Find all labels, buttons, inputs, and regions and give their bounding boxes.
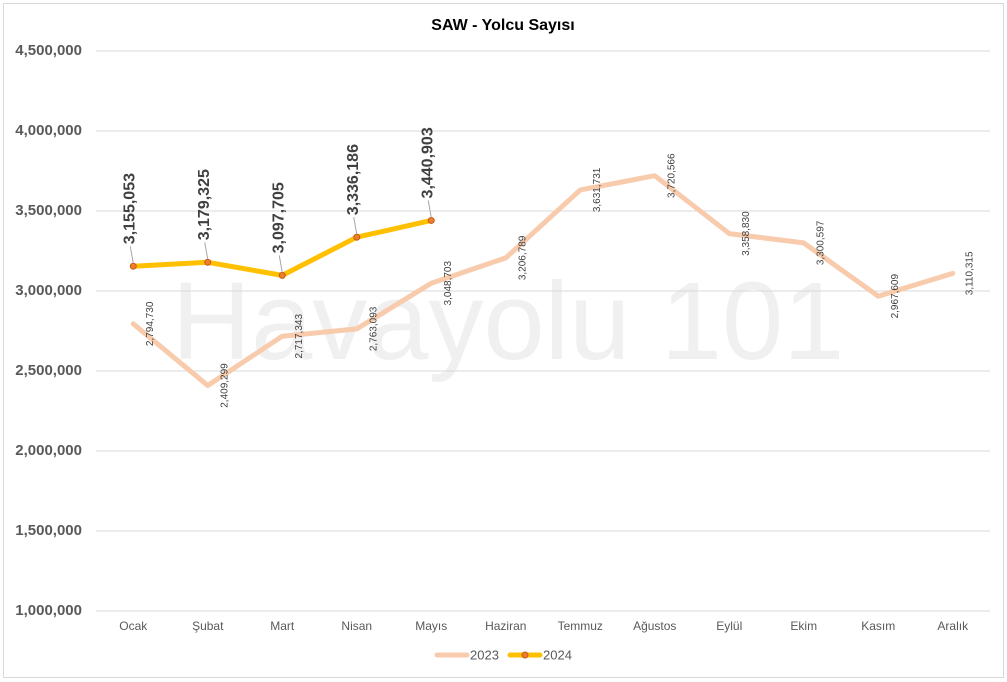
y-tick-label: 3,500,000	[15, 202, 82, 219]
watermark: Havayolu 101	[172, 260, 845, 383]
data-label: 2,967,609	[890, 274, 901, 319]
leader-line	[427, 200, 432, 218]
y-tick-label: 3,000,000	[15, 282, 82, 299]
legend-marker	[521, 651, 529, 659]
data-label: 3,720,566	[666, 153, 677, 198]
y-tick-label: 4,000,000	[15, 122, 82, 139]
x-tick-label: Mayıs	[415, 619, 447, 633]
marker	[278, 271, 286, 279]
x-tick-label: Ocak	[119, 619, 148, 633]
x-tick-label: Kasım	[861, 619, 895, 633]
data-label: 3,358,830	[741, 211, 752, 256]
marker	[204, 258, 212, 266]
leader-line	[278, 255, 283, 273]
x-tick-label: Nisan	[341, 619, 372, 633]
data-label: 3,048,703	[443, 261, 454, 306]
x-tick-label: Temmuz	[558, 619, 603, 633]
data-label: 3,300,597	[815, 220, 826, 265]
leader-line	[204, 242, 209, 260]
leader-line	[129, 246, 134, 264]
leader-line	[353, 217, 358, 235]
data-label: 3,440,903	[419, 127, 436, 198]
x-tick-label: Ekim	[790, 619, 817, 633]
chart-title: SAW - Yolcu Sayısı	[431, 17, 574, 34]
y-tick-label: 2,500,000	[15, 362, 82, 379]
data-label: 2,763,093	[368, 306, 379, 351]
data-label: 3,206,789	[517, 235, 528, 280]
x-tick-label: Şubat	[192, 619, 224, 633]
x-tick-label: Mart	[270, 619, 295, 633]
chart-border	[3, 3, 1004, 678]
data-label: 3,155,053	[121, 173, 138, 244]
data-label: 2,717,343	[294, 314, 305, 359]
data-label: 3,097,705	[270, 182, 287, 253]
data-label: 3,336,186	[345, 144, 362, 215]
data-label: 3,110,315	[964, 251, 975, 295]
x-tick-label: Eylül	[716, 619, 742, 633]
x-tick-label: Haziran	[485, 619, 526, 633]
data-label: 2,794,730	[145, 301, 156, 346]
marker	[353, 233, 361, 241]
legend-label: 2024	[543, 647, 572, 662]
data-label: 2,409,299	[219, 363, 230, 408]
marker	[129, 262, 137, 270]
y-tick-label: 4,500,000	[15, 42, 82, 59]
x-tick-label: Ağustos	[633, 619, 676, 633]
y-tick-label: 1,000,000	[15, 602, 82, 619]
series-line	[130, 173, 956, 389]
data-label: 3,179,325	[196, 169, 213, 240]
y-tick-label: 1,500,000	[15, 522, 82, 539]
marker	[427, 216, 435, 224]
legend-label: 2023	[470, 647, 499, 662]
x-tick-label: Aralık	[937, 619, 969, 633]
data-label: 3,631,731	[592, 167, 603, 212]
y-tick-label: 2,000,000	[15, 442, 82, 459]
